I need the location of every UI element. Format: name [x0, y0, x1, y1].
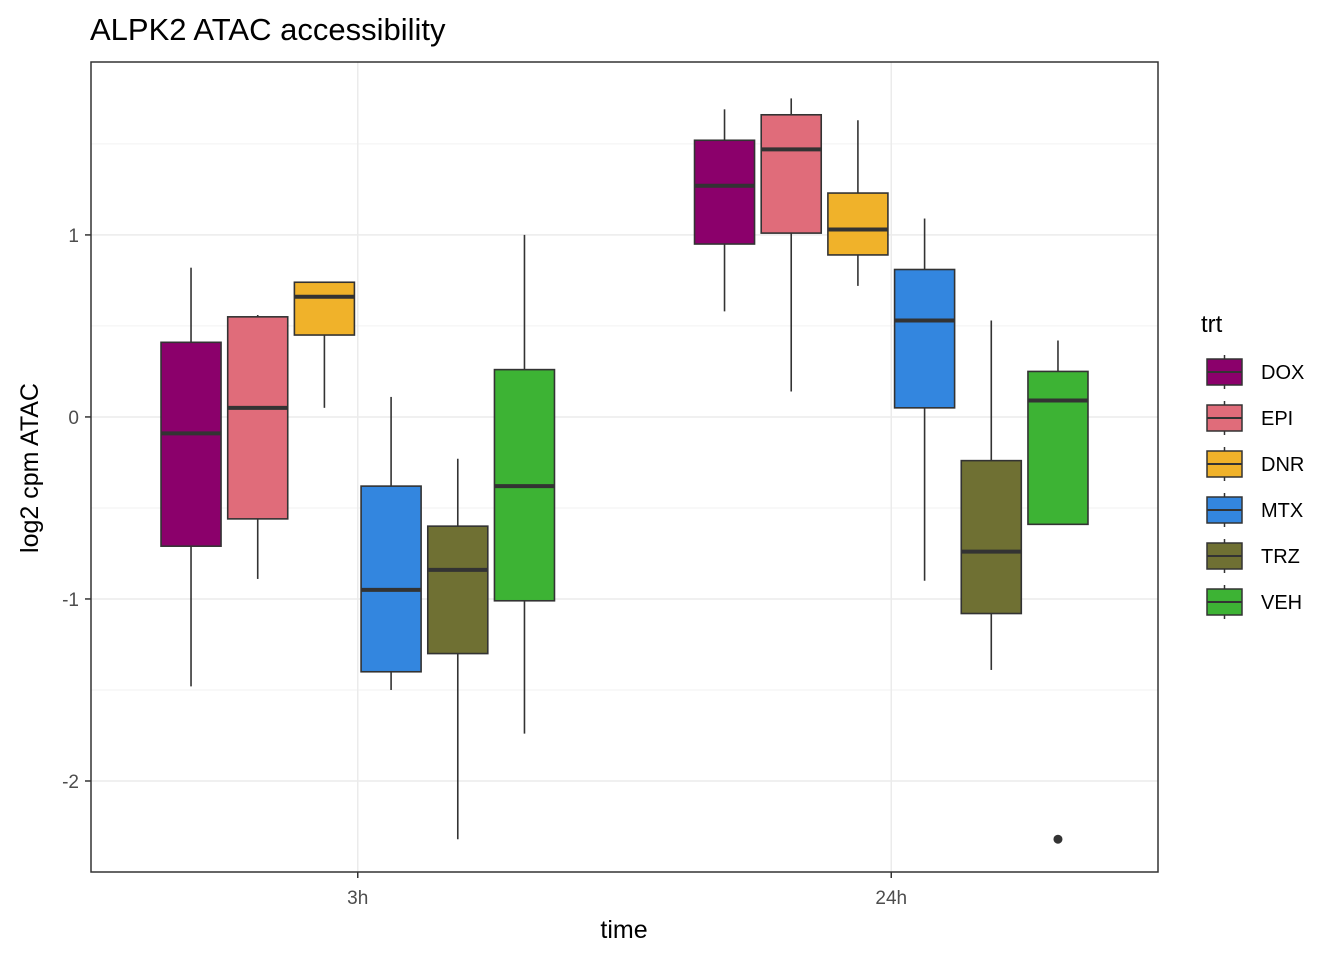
legend-item-veh: VEH	[1206, 585, 1302, 619]
legend: trt DOX EPI DNR MTX TRZ VEH	[1201, 311, 1304, 619]
box-iqr	[827, 192, 889, 256]
box-mtx-24h	[893, 218, 956, 581]
box-mtx-3h	[360, 396, 422, 690]
y-tick-label: 0	[68, 408, 79, 429]
box-iqr	[293, 281, 356, 336]
box-epi-24h	[760, 98, 823, 392]
box-dox-24h	[693, 109, 756, 312]
box-groups	[160, 98, 1089, 844]
legend-item-dox: DOX	[1206, 355, 1304, 389]
box-veh-3h	[493, 234, 556, 734]
y-axis: -2 -1 0 1	[62, 226, 91, 793]
legend-label: DOX	[1261, 362, 1304, 384]
box-iqr	[1027, 370, 1089, 526]
y-tick-label: -1	[62, 590, 79, 611]
y-tick-label: -2	[62, 772, 79, 793]
y-axis-title: log2 cpm ATAC	[16, 383, 44, 553]
x-axis: 3h 24h	[347, 872, 907, 909]
box-dnr-3h	[293, 281, 356, 408]
legend-label: MTX	[1261, 500, 1303, 522]
box-epi-3h	[226, 315, 289, 579]
plot-panel-border	[90, 61, 1159, 873]
box-iqr	[960, 459, 1023, 615]
box-iqr	[693, 139, 756, 245]
box-dnr-24h	[827, 120, 889, 286]
chart-title: ALPK2 ATAC accessibility	[90, 12, 446, 47]
box-veh-24h	[1027, 340, 1089, 844]
legend-label: TRZ	[1261, 546, 1300, 568]
box-trz-24h	[960, 320, 1023, 670]
box-iqr	[226, 316, 289, 520]
legend-label: DNR	[1261, 454, 1304, 476]
box-trz-3h	[426, 458, 489, 840]
x-tick-label: 24h	[875, 888, 907, 909]
legend-title: trt	[1201, 311, 1223, 338]
x-tick-label: 3h	[347, 888, 368, 909]
box-iqr	[160, 341, 222, 547]
box-iqr	[426, 525, 489, 655]
legend-item-epi: EPI	[1206, 401, 1293, 435]
box-iqr	[360, 485, 422, 673]
box-iqr	[760, 113, 823, 234]
legend-item-dnr: DNR	[1206, 447, 1304, 481]
legend-label: VEH	[1261, 592, 1302, 614]
box-dox-3h	[160, 267, 222, 687]
legend-item-trz: TRZ	[1206, 539, 1300, 573]
box-iqr	[893, 268, 956, 409]
legend-item-mtx: MTX	[1206, 493, 1303, 527]
y-tick-label: 1	[68, 226, 79, 247]
x-axis-title: time	[600, 916, 647, 944]
outlier-point	[1053, 834, 1063, 844]
legend-label: EPI	[1261, 408, 1293, 430]
